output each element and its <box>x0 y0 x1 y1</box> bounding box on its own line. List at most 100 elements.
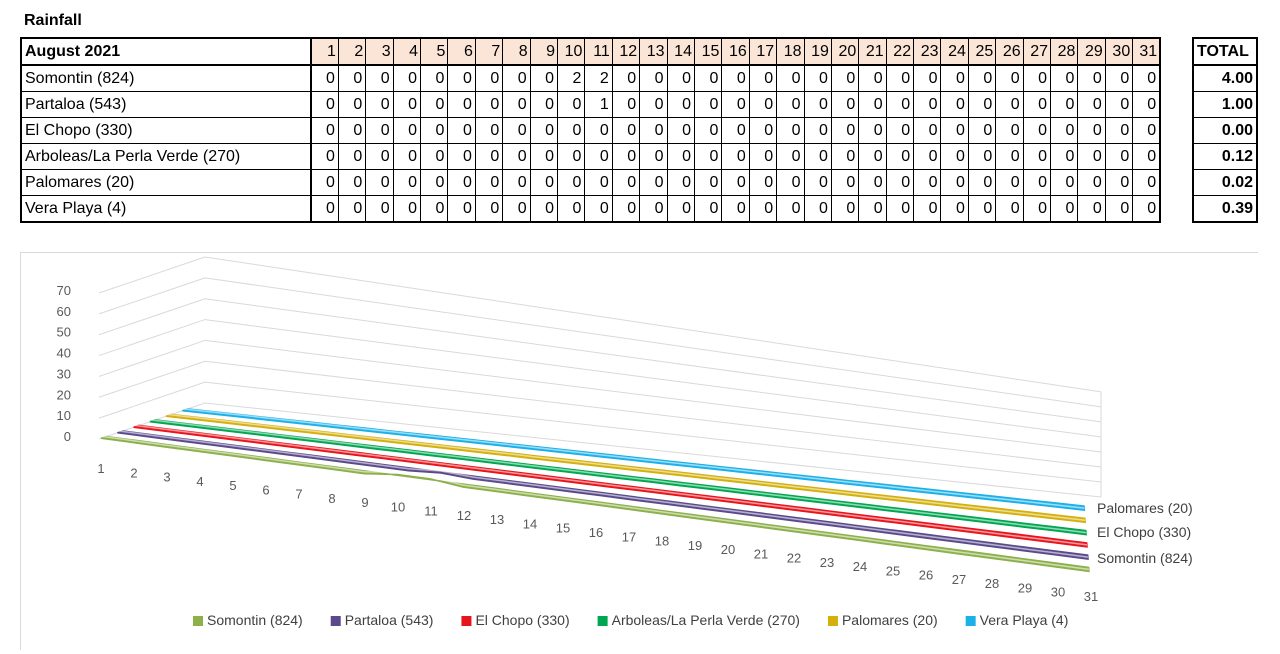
rainfall-cell: 0 <box>830 169 860 196</box>
rainfall-cell: 0 <box>365 64 394 92</box>
rainfall-cell: 0 <box>392 143 422 170</box>
rainfall-cell: 0 <box>529 169 559 196</box>
y-tick-label: 10 <box>57 408 71 423</box>
gridline <box>98 256 206 294</box>
rainfall-cell: 0 <box>447 117 476 144</box>
rainfall-cell: 0 <box>913 64 942 92</box>
rainfall-cell: 0 <box>803 143 832 170</box>
total-cell: 0.39 <box>1192 195 1258 223</box>
rainfall-cell: 0 <box>557 117 586 144</box>
rainfall-cell: 0 <box>529 195 559 223</box>
rainfall-cell: 0 <box>995 91 1024 118</box>
rainfall-cell: 0 <box>858 143 887 170</box>
series-edge <box>182 407 1085 509</box>
x-tick-label: 14 <box>523 516 537 531</box>
day-header: 8 <box>502 37 531 66</box>
rainfall-cell: 0 <box>310 64 339 92</box>
table-row: Partaloa (543) 0 0 0 0 0 0 0 0 0 0 1 0 0 0 0 0 0 0 0 0 0 0 0 0 0 0… <box>20 91 1161 118</box>
rainfall-table: August 2021 1 2 3 4 5 6 7 8 9 10 11 12 13 14 15 16 17 18 19… <box>20 37 1162 223</box>
day-header: 3 <box>365 37 394 66</box>
day-header: 25 <box>967 37 997 66</box>
rainfall-cell: 0 <box>392 195 422 223</box>
chart-area: 0 10 20 30 40 50 60 70 1 2 3 4 5 6 7 8 9 10 11 12 13 14 15 16 17… <box>20 252 1258 650</box>
x-tick-label: 6 <box>262 482 269 497</box>
rainfall-cell: 0 <box>1050 91 1079 118</box>
rainfall-cell: 0 <box>666 169 695 196</box>
rainfall-cell: 0 <box>365 91 394 118</box>
rainfall-cell: 0 <box>1077 195 1106 223</box>
x-tick-label: 21 <box>754 546 768 561</box>
legend-swatch <box>193 616 203 626</box>
rainfall-cell: 0 <box>830 195 860 223</box>
rainfall-cell: 0 <box>420 143 449 170</box>
gridline <box>204 256 1102 393</box>
day-header: 27 <box>1022 37 1052 66</box>
rainfall-cell: 0 <box>913 91 942 118</box>
rainfall-cell: 0 <box>995 169 1024 196</box>
rainfall-cell: 0 <box>858 64 887 92</box>
day-header: 30 <box>1104 37 1134 66</box>
x-tick-label: 25 <box>886 563 900 578</box>
rainfall-cell: 0 <box>995 195 1024 223</box>
total-cell: 1.00 <box>1192 91 1258 118</box>
rainfall-cell: 0 <box>776 117 805 144</box>
legend-swatch <box>965 616 976 626</box>
rainfall-cell: 0 <box>721 195 750 223</box>
rainfall-cell: 0 <box>1104 117 1134 144</box>
rainfall-cell: 0 <box>913 143 942 170</box>
rainfall-cell: 0 <box>337 169 367 196</box>
rainfall-cell: 0 <box>1050 195 1079 223</box>
day-header: 19 <box>803 37 832 66</box>
rainfall-cell: 0 <box>776 143 805 170</box>
rainfall-cell: 0 <box>885 91 915 118</box>
total-table: TOTAL 4.00 1.00 0.00 0.12 0.02 0.39 <box>1192 37 1258 223</box>
rainfall-cell: 0 <box>1022 91 1052 118</box>
rainfall-cell: 0 <box>1077 169 1106 196</box>
x-tick-label: 31 <box>1084 589 1098 604</box>
rainfall-cell: 0 <box>1022 117 1052 144</box>
day-header: 6 <box>447 37 476 66</box>
x-tick-label: 5 <box>229 478 236 493</box>
day-header: 17 <box>748 37 778 66</box>
x-tick-label: 16 <box>589 525 603 540</box>
rainfall-cell: 0 <box>748 169 778 196</box>
rainfall-cell: 0 <box>310 117 339 144</box>
rainfall-cell: 0 <box>885 195 915 223</box>
rainfall-cell: 0 <box>803 169 832 196</box>
rainfall-cell: 0 <box>1132 117 1161 144</box>
rainfall-cell: 0 <box>1022 143 1052 170</box>
y-tick-label: 0 <box>64 429 71 444</box>
y-tick-label: 60 <box>57 304 71 319</box>
rainfall-cell: 0 <box>447 64 476 92</box>
rainfall-cell: 0 <box>913 195 942 223</box>
rainfall-cell: 0 <box>529 91 559 118</box>
x-tick-label: 29 <box>1018 580 1032 595</box>
series-edge <box>149 418 1087 534</box>
depth-label: El Chopo (330) <box>1097 524 1191 540</box>
x-tick-label: 19 <box>688 538 702 553</box>
rainfall-cell: 0 <box>693 195 723 223</box>
legend-label: Somontin (824) <box>207 612 303 628</box>
rainfall-cell: 0 <box>365 169 394 196</box>
rainfall-cell: 0 <box>940 195 969 223</box>
rainfall-cell: 0 <box>913 169 942 196</box>
rainfall-cell: 0 <box>666 195 695 223</box>
page-title: Rainfall <box>24 12 82 29</box>
x-tick-label: 18 <box>655 534 669 549</box>
rainfall-cell: 0 <box>967 195 997 223</box>
series-edge <box>166 413 1086 522</box>
rainfall-cell: 0 <box>693 64 723 92</box>
x-tick-label: 13 <box>490 512 504 527</box>
rainfall-cell: 0 <box>1077 64 1106 92</box>
rainfall-cell: 0 <box>803 64 832 92</box>
gridline <box>98 381 206 419</box>
rainfall-cell: 0 <box>1104 91 1134 118</box>
x-tick-label: 22 <box>787 551 801 566</box>
day-header: 7 <box>474 37 504 66</box>
rainfall-cell: 0 <box>1077 143 1106 170</box>
rainfall-cell: 0 <box>420 195 449 223</box>
rainfall-cell: 0 <box>474 143 504 170</box>
rainfall-cell: 0 <box>365 195 394 223</box>
rainfall-cell: 0 <box>666 117 695 144</box>
day-header: 1 <box>310 37 339 66</box>
